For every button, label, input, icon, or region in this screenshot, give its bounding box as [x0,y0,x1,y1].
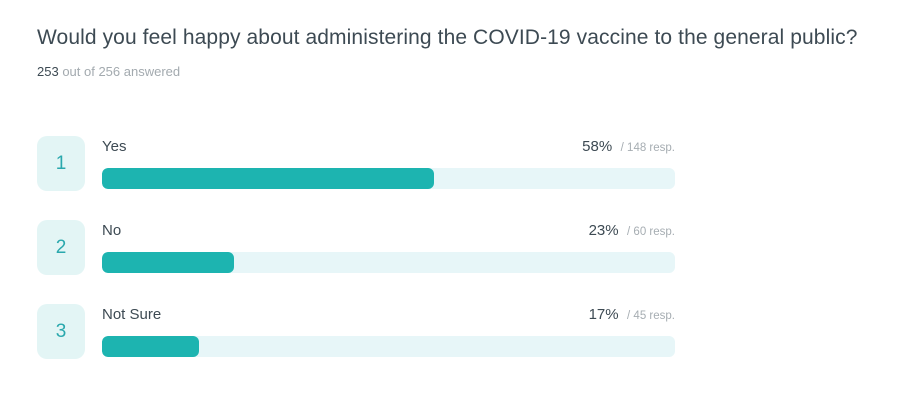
rank-badge: 2 [37,220,85,275]
result-header-line: No 23% / 60 resp. [102,220,675,240]
rank-number: 3 [55,320,67,342]
result-content: No 23% / 60 resp. [102,220,675,275]
rank-badge: 3 [37,304,85,359]
answered-count: 253 [37,64,59,79]
option-responses: / 45 resp. [627,310,675,322]
option-label: Not Sure [102,306,162,323]
result-content: Not Sure 17% / 45 resp. [102,304,675,359]
answered-total-text: out of 256 answered [58,64,181,79]
option-stats: 17% / 45 resp. [589,306,675,324]
result-header-line: Not Sure 17% / 45 resp. [102,304,675,324]
bar-track [102,336,675,357]
bar-fill [102,252,234,273]
option-stats: 58% / 148 resp. [582,138,675,156]
option-responses: / 148 resp. [620,142,675,154]
bar-track [102,252,675,273]
option-stats: 23% / 60 resp. [589,222,675,240]
option-responses: / 60 resp. [627,226,675,238]
bar-track [102,168,675,189]
rank-number: 1 [55,152,67,174]
result-row-no: 2 No 23% / 60 resp. [37,220,917,275]
option-percent: 17% [588,306,619,323]
rank-badge: 1 [37,136,85,191]
option-label: No [102,222,122,239]
option-percent: 23% [588,222,619,239]
bar-fill [102,336,200,357]
result-row-not-sure: 3 Not Sure 17% / 45 resp. [37,304,917,359]
results-list: 1 Yes 58% / 148 resp. 2 [37,136,917,359]
result-header-line: Yes 58% / 148 resp. [102,136,675,156]
bar-fill [102,168,435,189]
result-content: Yes 58% / 148 resp. [102,136,675,191]
result-row-yes: 1 Yes 58% / 148 resp. [37,136,917,191]
option-percent: 58% [582,138,613,155]
option-label: Yes [102,138,127,155]
rank-number: 2 [55,236,67,258]
answered-summary: 253 out of 256 answered [37,64,917,80]
question-title: Would you feel happy about administering… [37,26,858,49]
